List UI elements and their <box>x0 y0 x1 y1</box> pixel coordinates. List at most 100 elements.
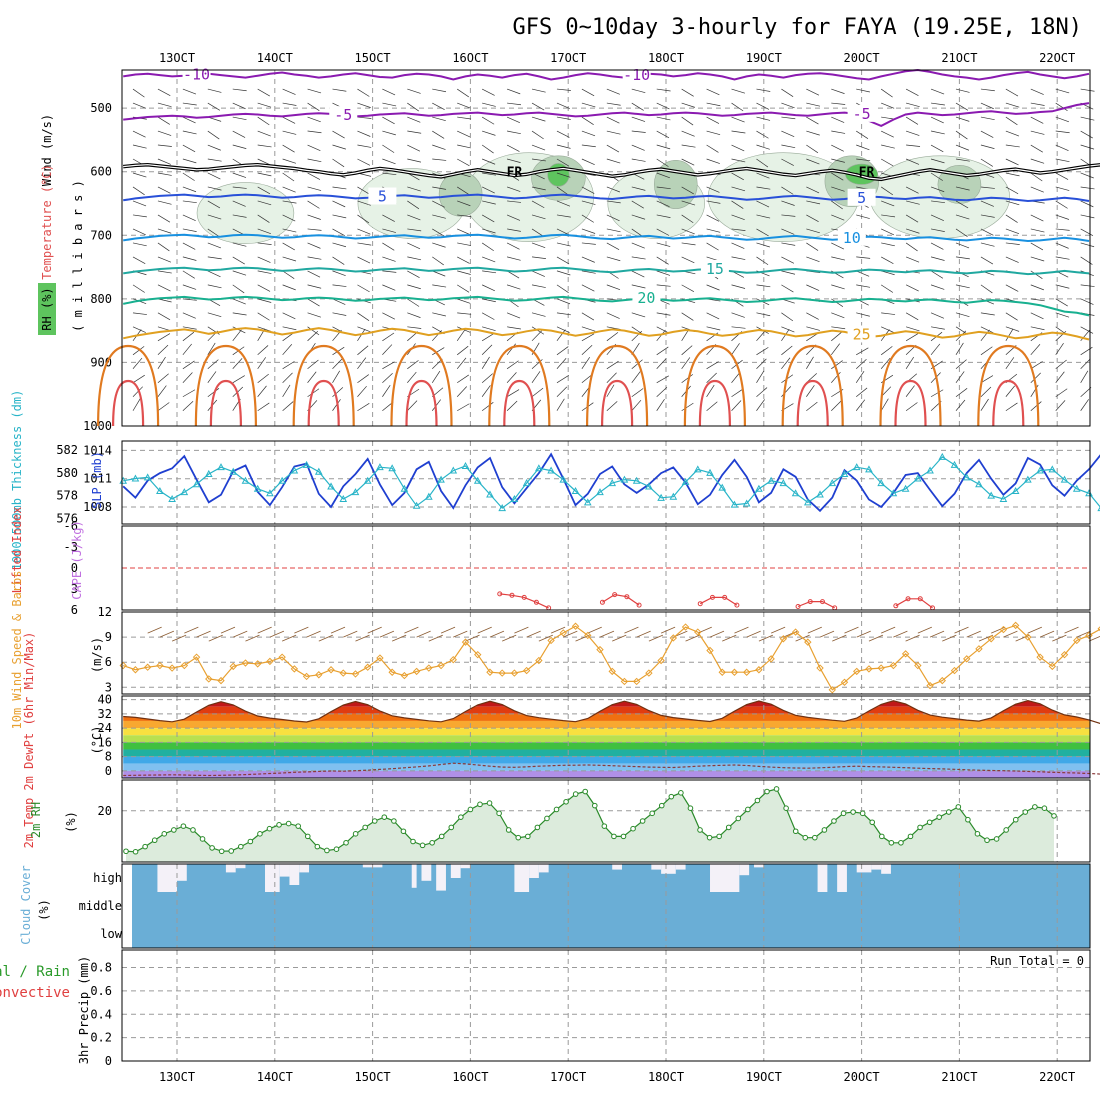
wind-barb <box>432 116 446 122</box>
wind-barb <box>756 116 771 121</box>
rh-point <box>314 843 321 850</box>
wind-barb <box>233 630 248 638</box>
wind-barb <box>1005 158 1019 166</box>
slp-tick-label: 1008 <box>83 500 112 514</box>
freezing-level-label: FR <box>507 166 523 181</box>
wind-speed-point <box>364 663 372 671</box>
isotherm-label-bg <box>847 188 876 206</box>
wind-barb <box>407 116 421 123</box>
thickness-point <box>987 491 996 499</box>
rh-point <box>343 839 349 846</box>
top-date-label: 19OCT <box>746 51 782 65</box>
wind-speed-point <box>156 661 164 670</box>
wind-barb <box>756 130 769 139</box>
wind-barb <box>382 228 396 233</box>
cloud-gap <box>675 864 686 870</box>
wind-barb <box>506 158 521 163</box>
wind-barb <box>781 214 796 217</box>
wind-speed-point <box>302 672 311 681</box>
wind-barb <box>856 214 870 219</box>
wind-barb <box>232 172 247 178</box>
wind-barb <box>606 158 621 164</box>
wind-barb <box>232 200 246 207</box>
wind-barb <box>1080 228 1094 237</box>
wind-barb <box>157 373 169 384</box>
wind-barb <box>232 186 247 189</box>
surface-isotherm-loop <box>601 379 634 427</box>
wind-barb <box>831 331 843 342</box>
wind-barb <box>196 630 211 638</box>
wind-barb <box>1052 634 1067 642</box>
wind-barb <box>631 399 642 411</box>
wind-barb <box>706 200 721 204</box>
cloud-gap <box>538 864 549 873</box>
wind-barb <box>207 242 222 249</box>
thickness-axis-label: 1000-500mb Thickness (dm) <box>10 390 24 571</box>
wind-barb <box>159 630 175 638</box>
wind-barb <box>731 242 745 249</box>
surface-isotherm-loop <box>879 344 942 427</box>
wind-speed-point <box>999 625 1008 634</box>
wind-barb <box>457 158 470 167</box>
wind-barb <box>307 371 317 383</box>
wind-barb <box>656 172 670 179</box>
wind-barb <box>806 242 819 251</box>
wind-speed-point <box>608 667 616 676</box>
bottom-date-axis: 13OCT 14OCT 15OCT 16OCT 17OCT 18OCT 19OCT 20OCT… <box>159 1070 1075 1084</box>
wind-barb <box>132 200 147 207</box>
lifted-index-point <box>709 594 715 600</box>
wind-barb <box>332 158 345 168</box>
surface-isotherm-loop <box>405 379 438 427</box>
wind-barb <box>905 333 919 342</box>
lifted-index-point <box>636 602 642 608</box>
wind-barb <box>706 102 721 107</box>
cloud-gap <box>225 864 236 873</box>
wind-barb <box>606 116 620 124</box>
wind-barb <box>856 284 871 288</box>
wind-barb <box>357 326 371 333</box>
wind-barb <box>379 630 395 638</box>
thickness-point <box>706 468 714 476</box>
wind-barb <box>656 130 670 139</box>
thickness-tick-label: 580 <box>56 466 78 480</box>
wind-barb <box>132 284 145 293</box>
wind-barb <box>1055 200 1068 209</box>
wind-barb <box>980 214 995 218</box>
wind-barb <box>807 626 822 634</box>
rh-point <box>218 848 225 855</box>
wind-barb <box>531 371 541 383</box>
wind-barb <box>407 312 421 318</box>
wind-barb <box>731 88 746 94</box>
wind-barb <box>1030 326 1045 331</box>
isotherm-label: 15 <box>706 260 724 278</box>
wind-barb <box>556 186 569 196</box>
thickness-point <box>266 489 274 497</box>
wind-speed-point <box>1048 662 1057 671</box>
wind-barb <box>257 270 272 274</box>
wind-barb <box>457 270 471 275</box>
wind-barb <box>307 200 320 209</box>
wind-barb <box>906 144 921 147</box>
rh-legend-swatch <box>38 283 56 335</box>
wind-barb <box>157 284 171 292</box>
wind-barb <box>431 370 441 383</box>
wind-barb <box>257 116 270 126</box>
wind-barb <box>481 373 493 384</box>
wind-barb <box>207 312 222 318</box>
surface-isotherm-loop <box>488 344 551 427</box>
wind-barb <box>656 284 671 287</box>
temp-band <box>123 735 1090 743</box>
thickness-point <box>657 493 665 501</box>
rh-point <box>1041 805 1048 811</box>
wind-barb <box>856 88 870 93</box>
rh-point <box>553 806 560 813</box>
wind-barb <box>207 102 220 111</box>
wind-barb <box>207 270 221 278</box>
temp-tick-label: 8 <box>105 750 112 764</box>
wind-barb <box>905 326 920 332</box>
wind-barb <box>832 634 847 642</box>
wind-barb <box>881 144 895 149</box>
wind-barb <box>581 284 595 292</box>
wind-speed-point <box>706 646 714 655</box>
bottom-date-label: 16OCT <box>452 1070 488 1084</box>
